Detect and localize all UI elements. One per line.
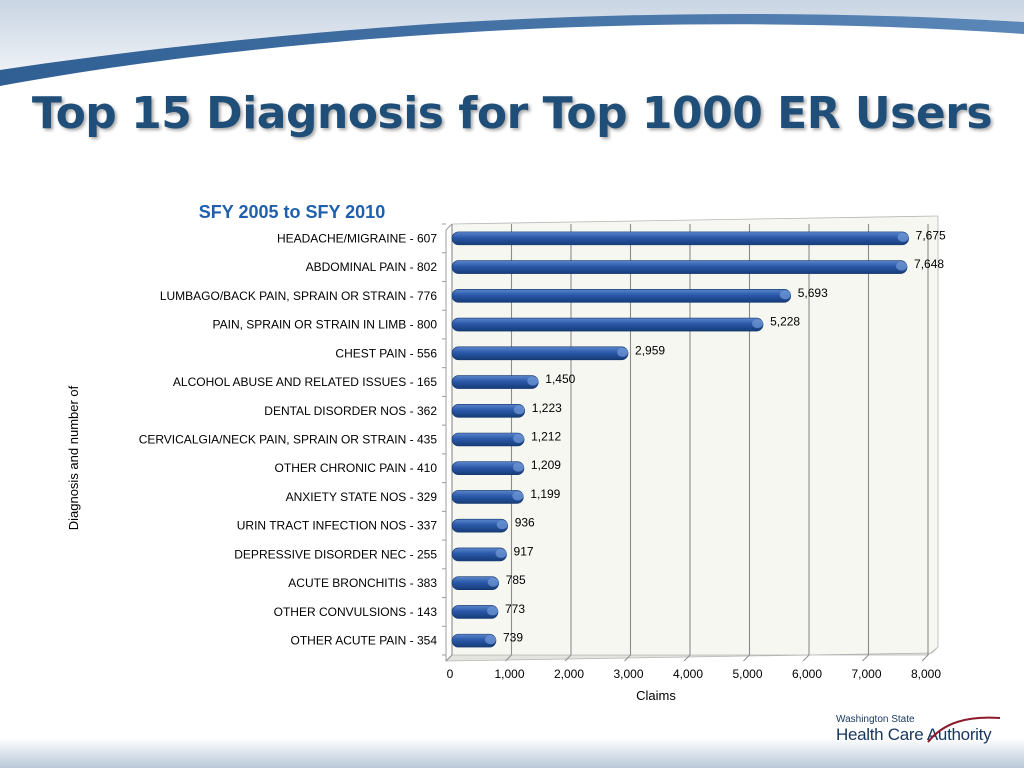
data-label: 739 bbox=[503, 631, 523, 645]
bar-cap bbox=[495, 548, 507, 558]
plot-area bbox=[452, 216, 938, 655]
y-tick-label: HEADACHE/MIGRAINE - 607 bbox=[277, 231, 437, 245]
bar bbox=[451, 432, 525, 447]
x-tick-label: 1,000 bbox=[494, 667, 524, 681]
y-tick-label: PAIN, SPRAIN OR STRAIN IN LIMB - 800 bbox=[213, 318, 438, 332]
data-label: 1,212 bbox=[531, 430, 561, 444]
x-tick-label: 8,000 bbox=[911, 667, 941, 681]
y-tick-label: ALCOHOL ABUSE AND RELATED ISSUES - 165 bbox=[173, 375, 437, 389]
x-gridline-floor bbox=[743, 654, 750, 662]
bar bbox=[451, 317, 764, 332]
data-label: 936 bbox=[515, 516, 535, 530]
data-label: 7,675 bbox=[916, 228, 946, 242]
data-label: 5,228 bbox=[770, 315, 800, 329]
data-label: 1,199 bbox=[530, 487, 560, 501]
bar-cap bbox=[486, 606, 498, 616]
logo-line2: Health Care Authority bbox=[836, 725, 992, 744]
bar bbox=[451, 346, 629, 361]
x-tick-label: 7,000 bbox=[851, 667, 881, 681]
x-tick-label: 6,000 bbox=[792, 667, 822, 681]
data-label: 773 bbox=[505, 602, 525, 616]
bar-cap bbox=[513, 434, 525, 443]
plot-edge-top bbox=[445, 223, 453, 231]
data-label: 785 bbox=[506, 573, 526, 587]
data-label: 7,648 bbox=[914, 257, 944, 271]
data-label: 2,959 bbox=[635, 343, 665, 357]
data-label: 1,450 bbox=[545, 372, 575, 386]
footer-band bbox=[0, 738, 1024, 768]
bar bbox=[451, 576, 500, 590]
x-gridline-floor bbox=[564, 654, 572, 662]
x-gridline-floor bbox=[862, 654, 869, 662]
bar bbox=[451, 403, 526, 418]
bar-cap bbox=[487, 577, 499, 587]
bar-cap bbox=[617, 347, 629, 357]
x-axis-title: Claims bbox=[636, 688, 676, 703]
x-tick-label: 0 bbox=[447, 667, 454, 681]
header-swoosh bbox=[0, 0, 1024, 86]
data-label: 5,693 bbox=[798, 286, 828, 300]
bar bbox=[451, 231, 909, 246]
x-gridline-floor bbox=[802, 654, 810, 662]
bar-cap bbox=[527, 376, 539, 386]
y-axis-title: Diagnosis and number of bbox=[66, 385, 81, 530]
bar-cap bbox=[513, 405, 525, 415]
x-gridline-floor bbox=[683, 654, 691, 662]
plot-edge-back bbox=[451, 215, 939, 225]
y-tick-label: CERVICALGIA/NECK PAIN, SPRAIN OR STRAIN … bbox=[139, 433, 438, 447]
x-tick-label: 5,000 bbox=[732, 667, 762, 681]
bar-cap bbox=[512, 491, 524, 501]
bar-cap bbox=[484, 635, 496, 645]
y-tick-label: ABDOMINAL PAIN - 802 bbox=[306, 260, 438, 274]
x-gridline-floor bbox=[505, 654, 512, 662]
bar-cap bbox=[512, 462, 524, 472]
x-gridline-floor bbox=[624, 654, 631, 662]
bar bbox=[451, 375, 539, 389]
data-label: 917 bbox=[514, 544, 534, 558]
bar bbox=[451, 461, 525, 476]
bar bbox=[451, 490, 524, 504]
bar-cap bbox=[496, 520, 508, 530]
y-tick-label: CHEST PAIN - 556 bbox=[335, 346, 437, 360]
y-tick-label: LUMBAGO/BACK PAIN, SPRAIN OR STRAIN - 77… bbox=[160, 289, 438, 303]
chart-title: SFY 2005 to SFY 2010 bbox=[199, 202, 385, 222]
y-tick-label: OTHER CHRONIC PAIN - 410 bbox=[275, 461, 438, 475]
x-tick-label: 2,000 bbox=[554, 667, 584, 681]
bar bbox=[451, 547, 507, 562]
y-tick-label: DENTAL DISORDER NOS - 362 bbox=[264, 404, 437, 418]
data-label: 1,209 bbox=[531, 458, 561, 472]
bar bbox=[451, 518, 508, 533]
logo-swash-icon bbox=[927, 716, 1001, 743]
y-tick-label: URIN TRACT INFECTION NOS - 337 bbox=[237, 519, 438, 533]
y-tick-label: OTHER CONVULSIONS - 143 bbox=[274, 605, 438, 619]
slide-title: Top 15 Diagnosis for Top 1000 ER Users bbox=[31, 88, 993, 139]
bar bbox=[451, 260, 908, 274]
bar-cap bbox=[779, 290, 791, 300]
y-tick-label: OTHER ACUTE PAIN - 354 bbox=[291, 634, 438, 648]
bar-cap bbox=[752, 319, 764, 329]
x-gridline-floor bbox=[921, 654, 929, 662]
x-tick-label: 3,000 bbox=[613, 667, 643, 681]
bar-cap bbox=[896, 261, 908, 271]
x-gridline-floor bbox=[445, 654, 453, 662]
bar bbox=[451, 633, 497, 648]
x-tick-label: 4,000 bbox=[673, 667, 703, 681]
y-tick-label: ACUTE BRONCHITIS - 383 bbox=[288, 576, 437, 590]
y-tick-label: ANXIETY STATE NOS - 329 bbox=[286, 490, 438, 504]
logo-line1: Washington State bbox=[836, 714, 915, 725]
bar bbox=[451, 605, 499, 619]
y-tick-label: DEPRESSIVE DISORDER NEC - 255 bbox=[234, 547, 437, 561]
data-label: 1,223 bbox=[532, 401, 562, 415]
hca-logo: Washington State Health Care Authority bbox=[836, 714, 1006, 746]
bar-cap bbox=[897, 232, 909, 242]
bar bbox=[451, 289, 792, 303]
